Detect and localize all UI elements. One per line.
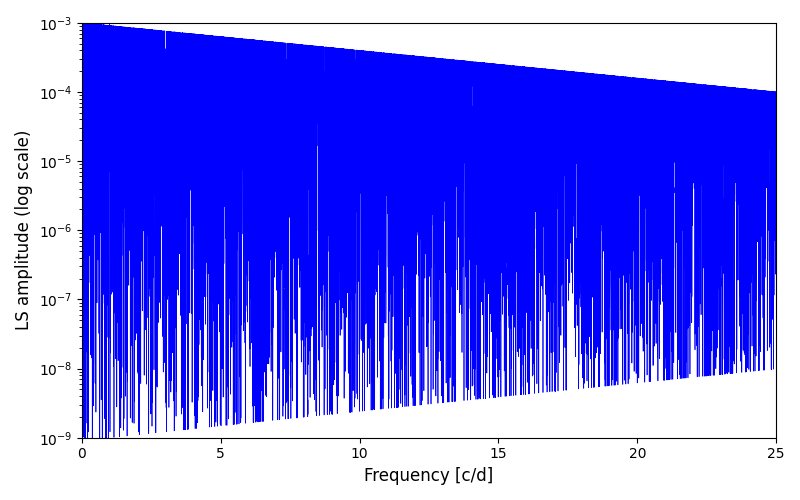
Y-axis label: LS amplitude (log scale): LS amplitude (log scale): [15, 130, 33, 330]
X-axis label: Frequency [c/d]: Frequency [c/d]: [364, 467, 494, 485]
